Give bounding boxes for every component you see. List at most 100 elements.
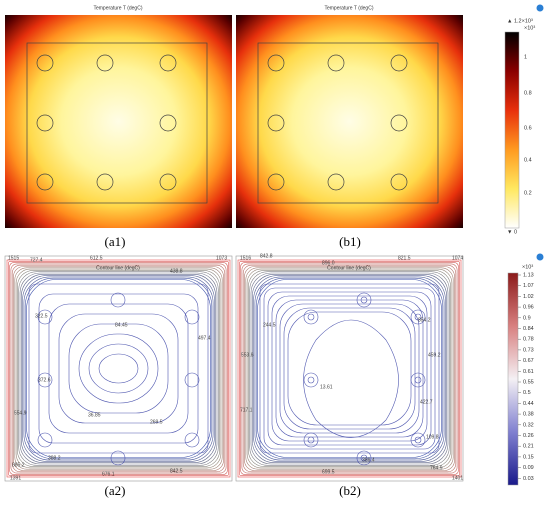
contour <box>68 323 169 414</box>
colorbar-min: ▼ 0 <box>507 229 517 235</box>
contour <box>8 260 229 476</box>
colorbar-tick-label: 0.38 <box>523 412 534 418</box>
hole <box>356 450 372 466</box>
hole <box>37 372 53 388</box>
contour <box>279 303 420 434</box>
contour-label: 764.9 <box>430 465 443 471</box>
colorbar-tick-label: 0.55 <box>523 379 534 385</box>
contour <box>246 268 453 469</box>
colorbar-tick-label: 0.21 <box>523 444 534 450</box>
contour-label: 842.8 <box>260 253 273 259</box>
hole <box>159 114 177 132</box>
contour-label: 612.5 <box>90 255 103 261</box>
contour-label: 109.8 <box>426 434 439 440</box>
hole <box>184 309 200 325</box>
caption: (b2) <box>339 483 361 498</box>
hole <box>96 173 114 191</box>
contours <box>6 259 462 478</box>
colorbar-max: ▲ 1.2×10³ <box>507 18 533 24</box>
icon <box>536 4 544 12</box>
colorbar-tick-label: 0.26 <box>523 433 534 439</box>
hole <box>414 313 422 321</box>
hole <box>307 376 315 384</box>
contour-label: 1515 <box>8 255 19 261</box>
colorbar-tick-label: 1.07 <box>523 283 534 289</box>
contour-label: 896.0 <box>322 260 335 266</box>
contour <box>271 295 428 442</box>
colorbar-tick-label: 0.15 <box>523 454 534 460</box>
hole <box>303 309 319 325</box>
hole <box>267 54 285 72</box>
hole <box>110 450 126 466</box>
contour-label: 699.5 <box>322 469 335 475</box>
contour-label: 244.5 <box>263 322 276 328</box>
contour <box>249 271 450 466</box>
contour-label: 36.85 <box>88 412 101 418</box>
hole <box>37 309 53 325</box>
contour <box>239 260 460 476</box>
caption: (a2) <box>105 483 126 498</box>
heatmap <box>5 15 232 228</box>
hole <box>390 54 408 72</box>
colorbar-tick-label: 1.13 <box>523 272 534 278</box>
contour-label: 842.5 <box>170 468 183 474</box>
hole <box>327 173 345 191</box>
hole <box>110 292 126 308</box>
contour <box>26 279 211 458</box>
contour <box>275 299 424 438</box>
contour <box>58 313 179 424</box>
contour <box>98 353 139 384</box>
contour <box>257 279 442 458</box>
geometry <box>26 42 439 204</box>
colorbar-tick-label: 1.02 <box>523 294 534 300</box>
hole <box>37 432 53 448</box>
hole <box>390 173 408 191</box>
hole <box>303 372 319 388</box>
colorbar-tick-label: 0.84 <box>523 326 534 332</box>
colorbar-tick-label: 0.61 <box>523 369 534 375</box>
contour <box>253 275 446 462</box>
contour <box>250 272 449 465</box>
contour-label: 727.4 <box>30 257 43 263</box>
contour <box>28 283 209 454</box>
contour-label: 372.6 <box>38 377 51 383</box>
inner-frame <box>26 42 208 204</box>
contour-label: 1073 <box>216 255 227 261</box>
contour-label: 438.8 <box>170 268 183 274</box>
hole <box>360 454 368 462</box>
contour <box>10 263 227 474</box>
hole <box>36 173 54 191</box>
contour <box>13 266 224 471</box>
contour <box>245 267 454 470</box>
hole <box>356 292 372 308</box>
contour <box>283 307 416 430</box>
colorbar-tick-label: 0.9 <box>523 315 531 321</box>
colorbar-tick-label: 0.96 <box>523 305 534 311</box>
contour <box>48 303 189 434</box>
colorbar-tick-label: 0.09 <box>523 465 534 471</box>
contour <box>22 275 215 462</box>
contour <box>15 268 222 469</box>
hole <box>267 114 285 132</box>
colorbar-scale: ×10³ <box>524 25 535 31</box>
colorbar <box>507 272 519 486</box>
contour-label: 717.1 <box>240 407 253 413</box>
contour-label: 854.2 <box>418 317 431 323</box>
hole <box>410 309 426 325</box>
contour <box>78 333 159 404</box>
contour <box>14 267 223 470</box>
contour-labels: 1515 727.4 612.5 1073 438.8 322.5 84.45 497.4 37… <box>8 253 463 481</box>
hole <box>307 313 315 321</box>
contour <box>19 272 218 465</box>
hole <box>410 372 426 388</box>
contour <box>6 259 231 478</box>
hole <box>303 432 319 448</box>
contour-label: 1516 <box>240 255 251 261</box>
colorbar-tick-label: 0.44 <box>523 401 534 407</box>
colorbar-tick-label: 0.78 <box>523 337 534 343</box>
contour <box>24 277 213 460</box>
contour <box>244 266 455 471</box>
colorbar <box>504 31 520 229</box>
plot-area <box>4 255 233 482</box>
